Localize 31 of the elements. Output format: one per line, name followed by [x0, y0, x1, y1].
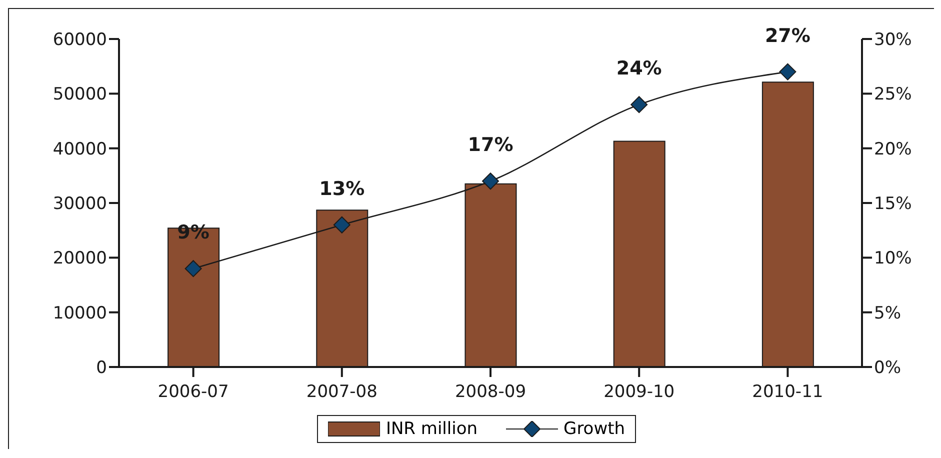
x-tick-label: 2010-11: [752, 382, 824, 402]
y-tick-label: 20000: [52, 248, 107, 269]
y2-tick-label: 20%: [874, 139, 912, 160]
x-tick-label: 2007-08: [306, 382, 378, 402]
y-tick-label: 10000: [52, 303, 107, 324]
point: [333, 216, 350, 234]
data-label: 27%: [764, 24, 810, 47]
x-tick-label: 2009-10: [604, 382, 675, 402]
y2-tick-label: 30%: [874, 30, 912, 50]
point: [779, 63, 796, 80]
legend-label: INR million: [384, 419, 478, 439]
y-tick-label: 50000: [52, 84, 107, 105]
point: [630, 96, 648, 114]
data-label: 17%: [468, 134, 514, 156]
point: [184, 260, 202, 278]
x-tick-label: 2008-09: [454, 382, 526, 402]
y2-tick-label: 5%: [874, 303, 901, 324]
legend-label: Growth: [562, 419, 626, 439]
point: [482, 172, 499, 190]
data-label: 9%: [177, 222, 210, 244]
y2-tick-label: 0%: [874, 358, 901, 378]
y2-tick-label: 25%: [874, 84, 912, 105]
y-tick-label: 40000: [52, 139, 107, 160]
y-tick-label: 30000: [52, 194, 107, 214]
data-label: 24%: [616, 58, 662, 80]
y2-tick-label: 15%: [874, 194, 912, 214]
data-label: 13%: [319, 178, 365, 200]
x-tick-label: 2006-07: [158, 382, 229, 402]
y2-tick-label: 10%: [874, 248, 912, 269]
y-tick-label: 0: [96, 358, 107, 378]
y-tick-label: 60000: [52, 30, 107, 50]
